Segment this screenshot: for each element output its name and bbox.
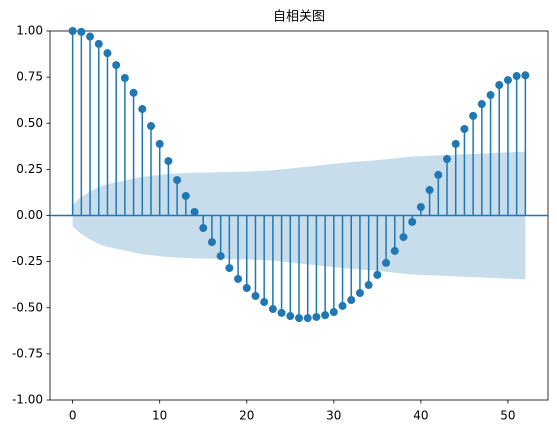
y-tick-label: 0.00 — [16, 208, 43, 222]
stem-marker — [373, 270, 382, 279]
stem-marker — [120, 74, 129, 83]
stem-marker — [347, 296, 356, 305]
x-tick-label: 40 — [413, 409, 428, 423]
stem-marker — [521, 71, 530, 80]
stem-marker — [469, 111, 478, 120]
stem-marker — [260, 298, 269, 307]
stem-marker — [364, 281, 373, 290]
stem-marker — [251, 291, 260, 300]
stem-marker — [190, 207, 199, 216]
stem-marker — [234, 274, 243, 283]
stem-marker — [451, 139, 460, 148]
stem-marker — [460, 124, 469, 133]
stem-marker — [416, 203, 425, 212]
stem-marker — [286, 312, 295, 321]
y-tick-label: -0.50 — [12, 300, 43, 314]
stem-marker — [512, 72, 521, 81]
y-tick-label: 0.50 — [16, 116, 43, 130]
y-tick-label: -0.25 — [12, 254, 43, 268]
stem-marker — [295, 314, 303, 323]
y-tick-label: 1.00 — [16, 24, 43, 38]
stem-marker — [312, 312, 321, 321]
stem-marker — [425, 186, 434, 195]
stem-marker — [112, 61, 121, 70]
y-tick-label: -1.00 — [12, 393, 43, 407]
stem-marker — [103, 49, 112, 58]
stem-marker — [443, 155, 452, 164]
stem-marker — [355, 288, 364, 297]
x-tick-label: 10 — [152, 409, 167, 423]
x-tick-label: 30 — [326, 409, 341, 423]
stem-marker — [329, 307, 338, 316]
stem-marker — [225, 264, 234, 273]
stem-marker — [138, 105, 147, 114]
x-tick-label: 0 — [69, 409, 77, 423]
stem-marker — [408, 217, 417, 226]
stem-marker — [382, 258, 391, 267]
stem-marker — [164, 157, 173, 166]
y-tick-label: 0.75 — [16, 70, 43, 84]
stem-marker — [155, 139, 164, 148]
stem-marker — [434, 170, 443, 179]
y-tick-label: 0.25 — [16, 162, 43, 176]
stem-marker — [477, 100, 486, 109]
x-tick-label: 20 — [239, 409, 254, 423]
stem-marker — [242, 284, 251, 293]
stem-marker — [68, 27, 77, 35]
chart-title: 自相关图 — [273, 10, 325, 25]
stem-marker — [173, 176, 182, 185]
y-tick-label: -0.75 — [12, 346, 43, 360]
stem-marker — [207, 238, 216, 247]
stem-marker — [321, 311, 330, 320]
stem-marker — [338, 301, 347, 310]
stem-marker — [94, 39, 103, 48]
stem-marker — [216, 252, 225, 261]
stem-marker — [86, 32, 95, 41]
stem-marker — [146, 122, 155, 131]
stem-marker — [390, 246, 399, 255]
stem-marker — [268, 305, 277, 314]
stem-marker — [303, 314, 312, 323]
stem-marker — [277, 308, 286, 317]
stem-marker — [399, 233, 408, 242]
stem-marker — [199, 224, 208, 233]
stem-marker — [495, 81, 504, 90]
stem-marker — [77, 27, 86, 36]
stem-marker — [486, 91, 495, 100]
stem-marker — [503, 76, 512, 85]
stem-marker — [181, 191, 190, 200]
stem-marker — [129, 88, 138, 97]
x-tick-label: 50 — [500, 409, 515, 423]
